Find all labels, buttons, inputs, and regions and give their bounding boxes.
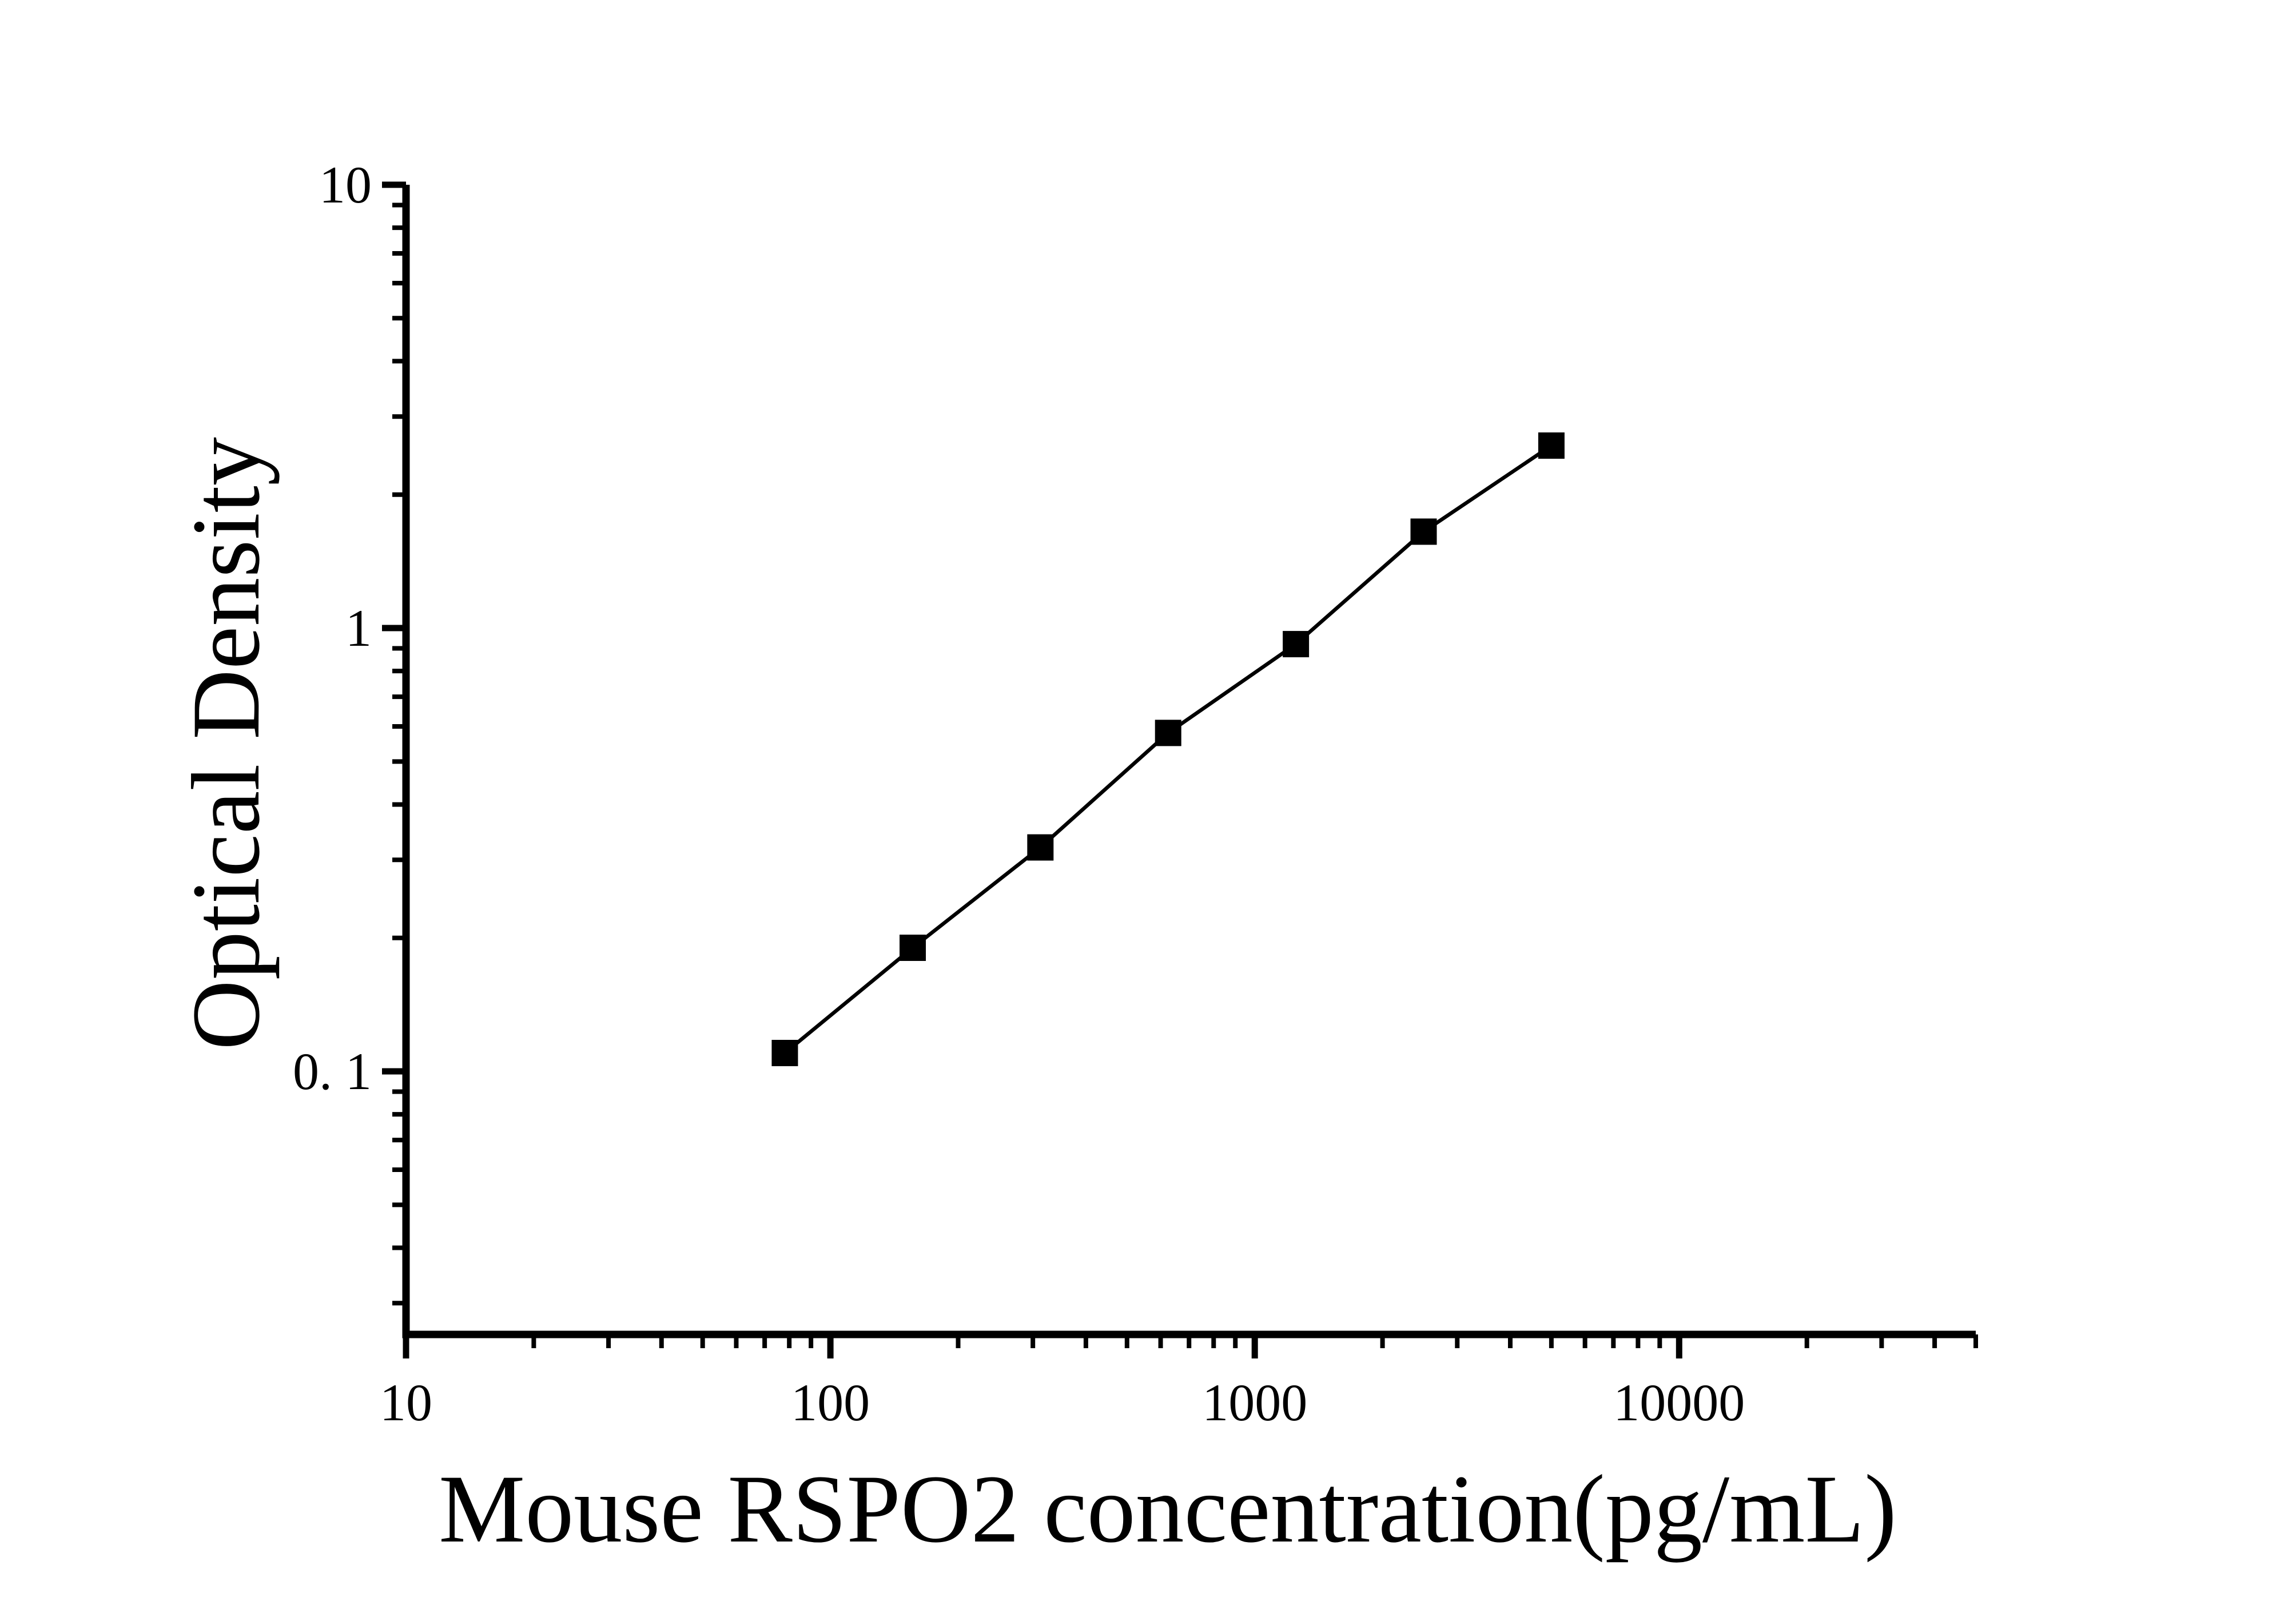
data-point-marker [1155, 720, 1181, 746]
y-axis-tick-label: 0. 1 [293, 1042, 372, 1101]
y-axis-title: Optical Density [172, 437, 280, 1050]
x-axis-tick-label: 10 [380, 1373, 432, 1432]
data-point-marker [1283, 631, 1310, 658]
data-point-marker [900, 935, 926, 962]
data-point-marker [1410, 518, 1437, 545]
y-axis-tick-label: 1 [345, 599, 372, 657]
x-axis-title: Mouse RSPO2 concentration(pg/mL) [439, 1455, 1897, 1563]
x-axis-tick-label: 100 [791, 1373, 870, 1432]
data-point-marker [1027, 834, 1054, 861]
data-point-marker [1538, 432, 1565, 459]
plot-dynamic-layer: 10 100 1000 10000 0. 1 1 10 [293, 156, 1978, 1432]
x-axis-tick-label: 10000 [1613, 1373, 1745, 1432]
x-axis-tick-label: 1000 [1202, 1373, 1307, 1432]
data-point-marker [771, 1039, 798, 1066]
y-axis-tick-label: 10 [319, 156, 372, 214]
